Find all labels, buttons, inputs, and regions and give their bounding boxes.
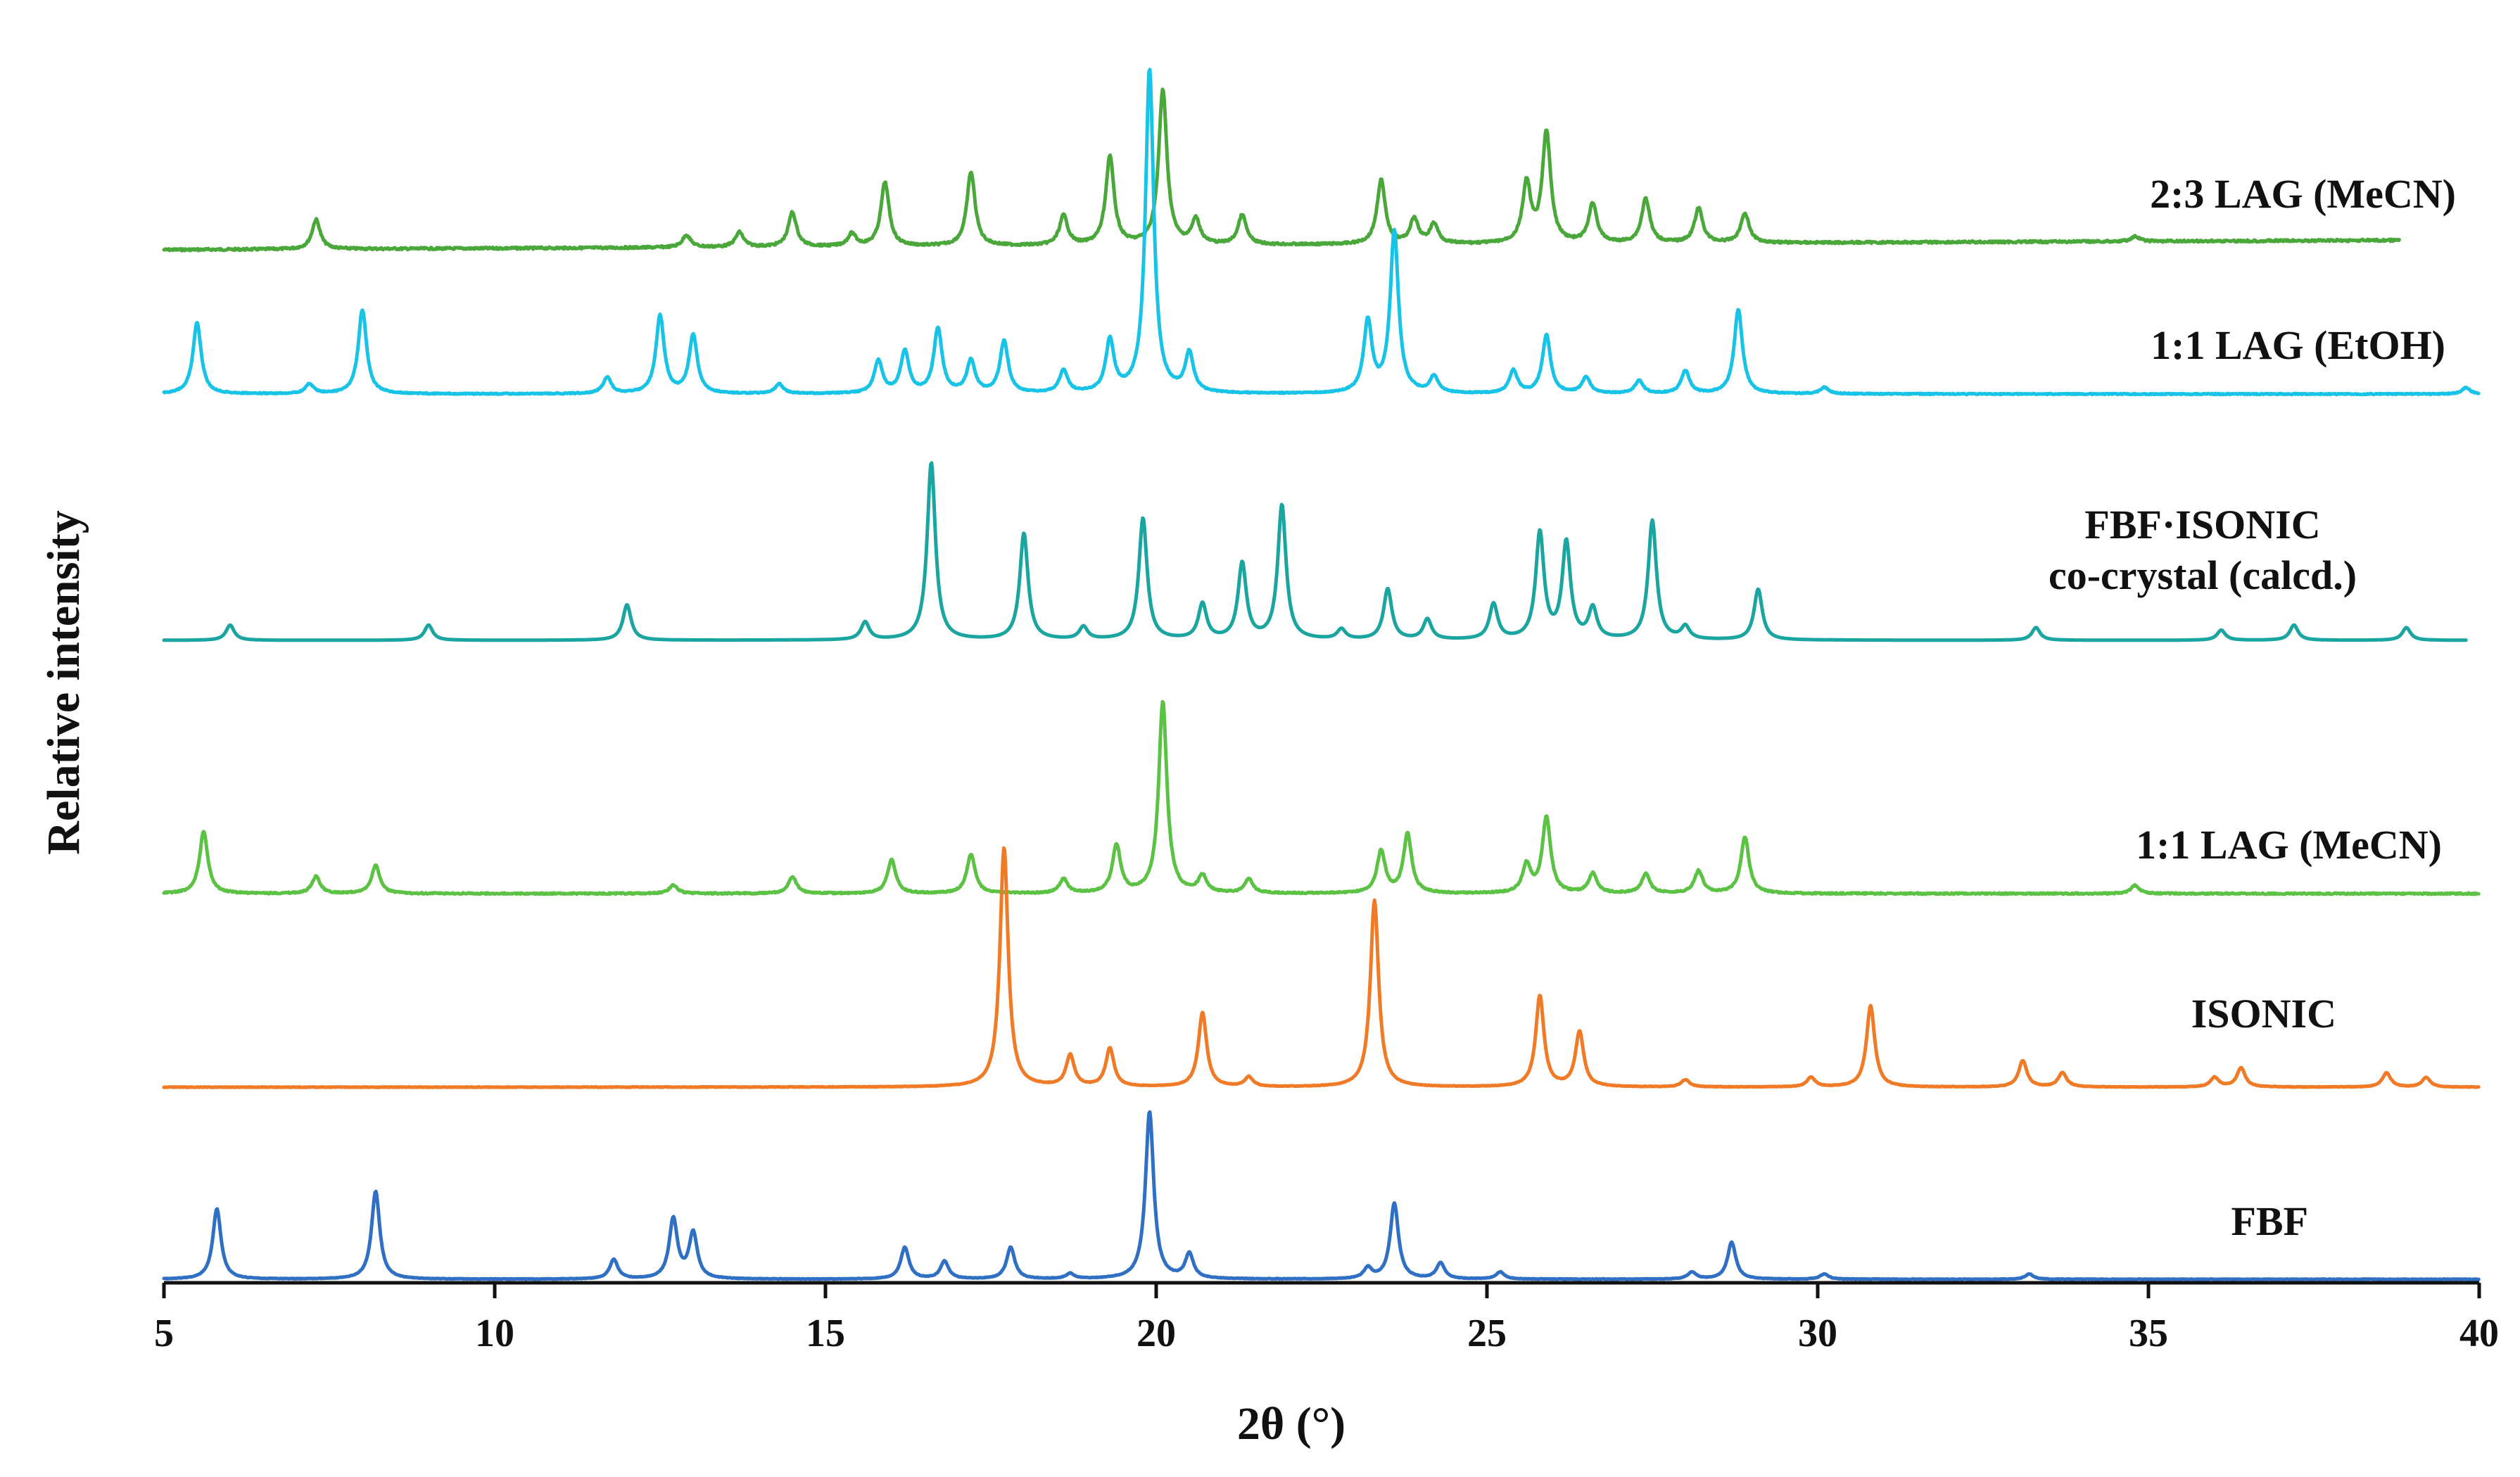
trace-fbf-isonic-co-crystal-calcd [162, 461, 2468, 642]
series-label: FBF [2231, 1198, 2308, 1244]
x-axis: 5 10 15 20 25 30 35 40 [154, 1281, 2499, 1355]
x-ticks: 5 10 15 20 25 30 35 40 [154, 1283, 2499, 1355]
x-tick-label: 20 [1136, 1312, 1176, 1355]
trace-fbf [162, 1110, 2481, 1281]
trace-1-1-lag-mecn [162, 699, 2481, 896]
x-tick-label: 25 [1467, 1312, 1507, 1355]
x-axis-title: 2θ (°) [1237, 1398, 1346, 1450]
series-label: 2:3 LAG (MeCN) [2150, 171, 2456, 217]
x-tick-label: 5 [154, 1312, 174, 1355]
x-tick-label: 10 [475, 1312, 514, 1355]
series-labels: 2:3 LAG (MeCN) 1:1 LAG (EtOH) FBF·ISONIC co… [2049, 171, 2456, 1244]
series-label: FBF·ISONIC co-crystal (calcd.) [2049, 502, 2357, 598]
x-tick-label: 30 [1798, 1312, 1837, 1355]
x-tick-label: 15 [806, 1312, 845, 1355]
series-label: 1:1 LAG (EtOH) [2151, 322, 2445, 368]
series-label: ISONIC [2191, 991, 2336, 1037]
x-tick-label: 40 [2459, 1312, 2499, 1355]
series-label: 1:1 LAG (MeCN) [2136, 822, 2442, 868]
pattern-traces [162, 68, 2481, 1281]
trace-isonic [162, 846, 2481, 1089]
x-tick-label: 35 [2129, 1312, 2168, 1355]
trace-2-3-lag-mecn [162, 87, 2401, 253]
y-axis-title: Relative intensity [38, 510, 89, 854]
trace-1-1-lag-etoh [162, 68, 2481, 397]
